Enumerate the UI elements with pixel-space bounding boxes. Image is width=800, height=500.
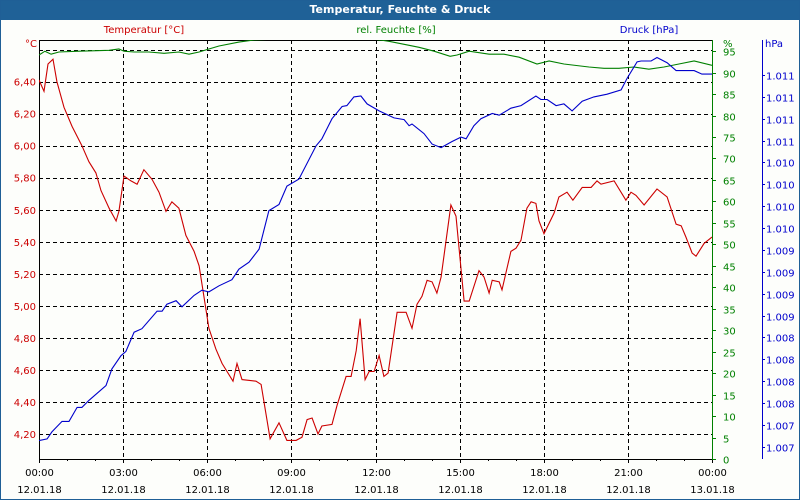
humidity-tick-label: 20 (723, 370, 736, 381)
x-tick-time: 00:00 (25, 468, 54, 479)
temperature-tick-label: 6,40 (14, 78, 36, 89)
temperature-tick-label: 4,40 (14, 398, 36, 409)
x-tick-time: 18:00 (530, 468, 559, 479)
x-tick-date: 12.01.18 (438, 485, 483, 496)
humidity-tick-label: 15 (723, 392, 736, 403)
x-tick-date: 13.01.18 (690, 485, 735, 496)
humidity-tick-label: 25 (723, 349, 736, 360)
temperature-tick-label: 4,60 (14, 366, 36, 377)
pressure-series-line (39, 56, 712, 442)
pressure-tick-label: 1.011 (766, 94, 795, 105)
x-tick-date: 12.01.18 (101, 485, 146, 496)
x-tick-time: 21:00 (614, 468, 643, 479)
legend-temperature: Temperatur [°C] (103, 25, 184, 36)
pressure-tick-label: 1.009 (766, 313, 795, 324)
pressure-tick-label: 1.008 (766, 400, 795, 411)
humidity-tick-label: 75 (723, 134, 736, 145)
pressure-tick-label: 1.007 (766, 444, 795, 455)
pressure-tick-label: 1.010 (766, 159, 795, 170)
x-tick-date: 12.01.18 (17, 485, 62, 496)
humidity-tick-label: 90 (723, 70, 736, 81)
window-title: Temperatur, Feuchte & Druck (1, 1, 799, 20)
humidity-tick-label: 80 (723, 113, 736, 124)
temperature-tick-label: 4,80 (14, 334, 36, 345)
pressure-tick-label: 1.009 (766, 291, 795, 302)
x-tick-date: 12.01.18 (269, 485, 314, 496)
x-tick-time: 12:00 (362, 468, 391, 479)
temperature-tick-label: 6,20 (14, 110, 36, 121)
temperature-tick-label: 6,00 (14, 142, 36, 153)
pressure-tick-label: 1.009 (766, 247, 795, 258)
humidity-tick-label: 0 (723, 456, 729, 467)
temperature-tick-label: 5,40 (14, 238, 36, 249)
temperature-unit-label: °C (25, 39, 37, 50)
humidity-series-line (39, 40, 712, 70)
humidity-tick-label: 10 (723, 413, 736, 424)
humidity-tick-label: 40 (723, 284, 736, 295)
humidity-tick-label: 65 (723, 177, 736, 188)
temperature-tick-label: 5,20 (14, 270, 36, 281)
humidity-tick-label: 55 (723, 220, 736, 231)
humidity-tick-label: 60 (723, 198, 736, 209)
x-tick-date: 12.01.18 (185, 485, 230, 496)
pressure-tick-label: 1.010 (766, 203, 795, 214)
humidity-tick-label: 70 (723, 155, 736, 166)
humidity-unit-label: % (723, 39, 733, 50)
temperature-tick-label: 5,00 (14, 302, 36, 313)
legend-pressure: Druck [hPa] (620, 25, 679, 36)
pressure-tick-label: 1.008 (766, 356, 795, 367)
temperature-tick-label: 5,60 (14, 206, 36, 217)
x-tick-time: 09:00 (277, 468, 306, 479)
x-tick-time: 15:00 (446, 468, 475, 479)
pressure-tick-label: 1.010 (766, 225, 795, 236)
pressure-tick-label: 1.008 (766, 378, 795, 389)
humidity-tick-label: 85 (723, 91, 736, 102)
x-tick-time: 03:00 (109, 468, 138, 479)
humidity-tick-label: 50 (723, 241, 736, 252)
pressure-tick-label: 1.007 (766, 422, 795, 433)
pressure-unit-label: hPa (765, 39, 783, 50)
pressure-tick-label: 1.011 (766, 116, 795, 127)
pressure-tick-label: 1.008 (766, 334, 795, 345)
pressure-tick-label: 1.011 (766, 138, 795, 149)
x-tick-time: 00:00 (698, 468, 727, 479)
humidity-tick-label: 5 (723, 435, 729, 446)
x-tick-date: 12.01.18 (522, 485, 567, 496)
pressure-tick-label: 1.011 (766, 72, 795, 83)
x-tick-date: 12.01.18 (354, 485, 399, 496)
legend-humidity: rel. Feuchte [%] (356, 25, 435, 36)
temperature-tick-label: 4,20 (14, 430, 36, 441)
humidity-tick-label: 35 (723, 306, 736, 317)
humidity-tick-label: 30 (723, 327, 736, 338)
pressure-tick-label: 1.009 (766, 269, 795, 280)
humidity-tick-label: 95 (723, 48, 736, 59)
temperature-tick-label: 5,80 (14, 174, 36, 185)
pressure-tick-label: 1.010 (766, 181, 795, 192)
x-tick-date: 12.01.18 (606, 485, 651, 496)
humidity-tick-label: 45 (723, 263, 736, 274)
temperature-series-line (39, 58, 712, 441)
x-tick-time: 06:00 (193, 468, 222, 479)
